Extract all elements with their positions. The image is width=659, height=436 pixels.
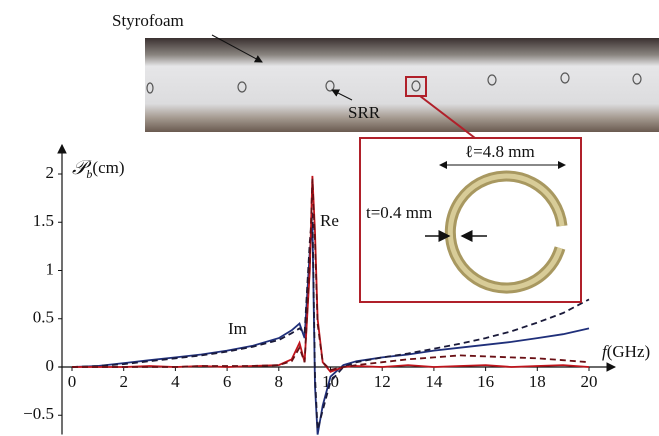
plot: −0.500.511.520 2 4 6 8 10 12 14 16 18 20𝒫b(cm)f(GH…: [23, 143, 650, 435]
y-tick-label: 0: [46, 356, 55, 375]
y-tick-label: 2: [46, 163, 55, 182]
curve-label: Re: [320, 211, 339, 230]
x-tick-label: 10: [322, 372, 339, 391]
x-tick-label: 14: [425, 372, 443, 391]
x-tick-label: 18: [529, 372, 546, 391]
x-tick-label: 20: [581, 372, 598, 391]
x-tick-label: 4: [171, 372, 180, 391]
curve-label: Im: [228, 319, 247, 338]
inset-label: t=0.4 mm: [366, 203, 432, 222]
y-tick-label: −0.5: [23, 404, 54, 423]
series-line: [72, 178, 590, 371]
x-axis-label: f(GHz): [602, 342, 650, 361]
x-tick-label: 16: [477, 372, 494, 391]
photo: [145, 34, 659, 139]
y-tick-label: 0.5: [33, 308, 54, 327]
y-tick-label: 1: [46, 259, 55, 278]
x-tick-label: 0: [68, 372, 77, 391]
y-label-unit: (cm): [92, 158, 124, 177]
inset-label: ℓ=4.8 mm: [465, 142, 535, 161]
x-tick-label: 6: [223, 372, 232, 391]
photo-label: Styrofoam: [112, 11, 184, 30]
x-label-symbol: f: [602, 342, 609, 361]
x-tick-label: 8: [275, 372, 284, 391]
series-line: [71, 212, 590, 430]
y-label-sub: b: [86, 167, 92, 181]
inset: ℓ=4.8 mm t=0.4 mm: [359, 137, 582, 303]
x-tick-label: 12: [374, 372, 391, 391]
x-label-unit: (GHz): [607, 342, 650, 361]
y-axis-label: 𝒫b(cm): [72, 157, 125, 181]
photo-label: SRR: [348, 103, 381, 122]
x-tick-label: 2: [119, 372, 128, 391]
y-tick-label: 1.5: [33, 211, 54, 230]
